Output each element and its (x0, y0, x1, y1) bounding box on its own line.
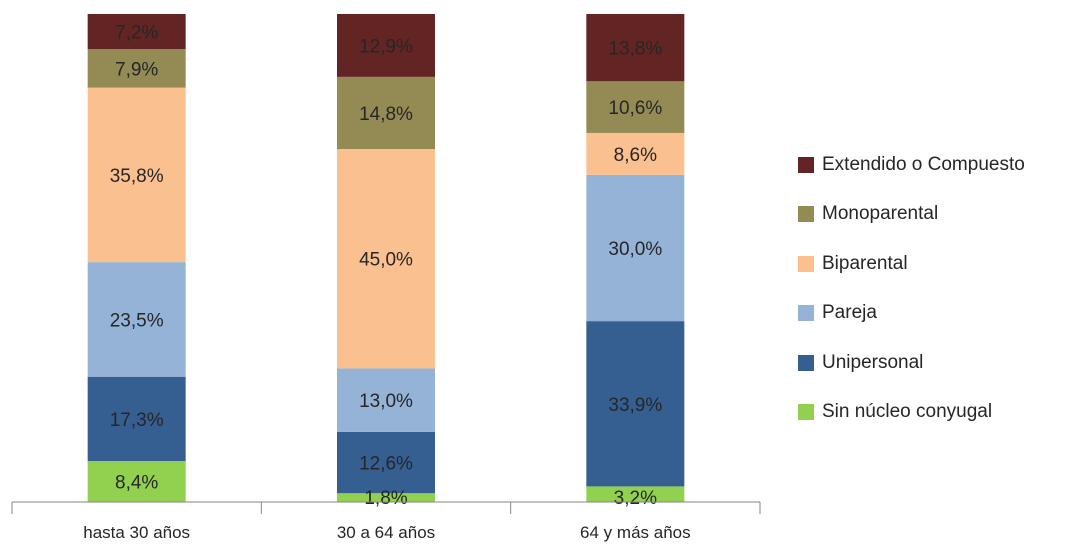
bar-segment-biparental-3 (586, 132, 685, 175)
data-label-extendido-o-compuesto-1: 7,2% (115, 23, 158, 44)
bar-segment-monoparental-1 (87, 49, 186, 88)
bar-segment-monoparental-3 (586, 81, 685, 133)
bar-segment-pareja-2 (337, 368, 435, 432)
legend-item-monoparental: Monoparental (798, 190, 1025, 240)
data-label-monoparental-1: 7,9% (115, 59, 158, 80)
legend-item-sin-nucleo-conyugal: Sin núcleo conyugal (798, 388, 1025, 438)
data-label-extendido-o-compuesto-3: 13,8% (608, 39, 662, 60)
data-label-monoparental-2: 14,8% (359, 104, 413, 125)
legend-swatch (798, 354, 814, 371)
legend-swatch (798, 305, 814, 322)
data-label-biparental-3: 8,6% (614, 145, 657, 166)
bar-segment-unipersonal-3 (586, 321, 685, 487)
x-tick-label: hasta 30 años (83, 523, 190, 542)
data-label-sin-nucleo-conyugal-2: 1,8% (364, 488, 407, 509)
bar-segment-extendido-o-compuesto-2 (337, 14, 435, 77)
bar-segment-monoparental-2 (337, 76, 435, 150)
data-label-pareja-3: 30,0% (608, 239, 662, 260)
data-label-biparental-2: 45,0% (359, 250, 413, 271)
bar-segment-pareja-3 (586, 174, 685, 322)
data-label-sin-nucleo-conyugal-3: 3,2% (614, 488, 657, 509)
legend-label: Pareja (822, 302, 877, 324)
bar-segment-extendido-o-compuesto-3 (586, 14, 685, 82)
data-label-unipersonal-1: 17,3% (110, 410, 164, 431)
bar-segment-biparental-2 (337, 149, 435, 369)
data-label-monoparental-3: 10,6% (608, 98, 662, 119)
data-label-pareja-2: 13,0% (359, 391, 413, 412)
data-label-unipersonal-2: 12,6% (359, 454, 413, 475)
legend-item-unipersonal: Unipersonal (798, 338, 1025, 388)
bar-segment-extendido-o-compuesto-1 (87, 14, 186, 50)
data-label-extendido-o-compuesto-2: 12,9% (359, 36, 413, 57)
x-tick-label: 64 y más años (580, 523, 691, 542)
x-tick-label: 30 a 64 años (337, 523, 435, 542)
data-label-unipersonal-3: 33,9% (608, 395, 662, 416)
legend-label: Unipersonal (822, 351, 924, 373)
legend-swatch (798, 156, 814, 173)
bar-segment-pareja-1 (87, 262, 186, 377)
legend-swatch (798, 404, 814, 421)
legend-item-pareja: Pareja (798, 289, 1025, 339)
legend-swatch (798, 255, 814, 272)
data-labels-layer: 8,4% 17,3% 23,5% 35,8% 7,9% 7,2% 1,8% 12,6% 13,0… (110, 23, 663, 509)
bar-segment-sin-nucleo-conyugal-3 (586, 486, 685, 502)
data-label-sin-nucleo-conyugal-1: 8,4% (115, 473, 158, 494)
legend-swatch (798, 206, 814, 223)
bar-segment-biparental-1 (87, 87, 186, 263)
legend-item-extendido-o-compuesto: Extendido o Compuesto (798, 140, 1025, 190)
data-label-biparental-1: 35,8% (110, 166, 164, 187)
bar-segment-sin-nucleo-conyugal-2 (337, 493, 435, 502)
legend-label: Sin núcleo conyugal (822, 401, 993, 423)
bar-segment-unipersonal-2 (337, 431, 435, 494)
bars-layer (87, 14, 685, 502)
data-label-pareja-1: 23,5% (110, 310, 164, 331)
x-axis: hasta 30 años 30 a 64 años 64 y más años (11, 501, 761, 542)
legend: Extendido o Compuesto Monoparental Biparen… (798, 140, 1025, 437)
bar-segment-sin-nucleo-conyugal-1 (87, 461, 186, 502)
legend-item-biparental: Biparental (798, 239, 1025, 289)
legend-label: Monoparental (822, 203, 939, 225)
legend-label: Biparental (822, 252, 908, 274)
bar-segment-unipersonal-1 (87, 376, 186, 462)
legend-label: Extendido o Compuesto (822, 153, 1025, 175)
